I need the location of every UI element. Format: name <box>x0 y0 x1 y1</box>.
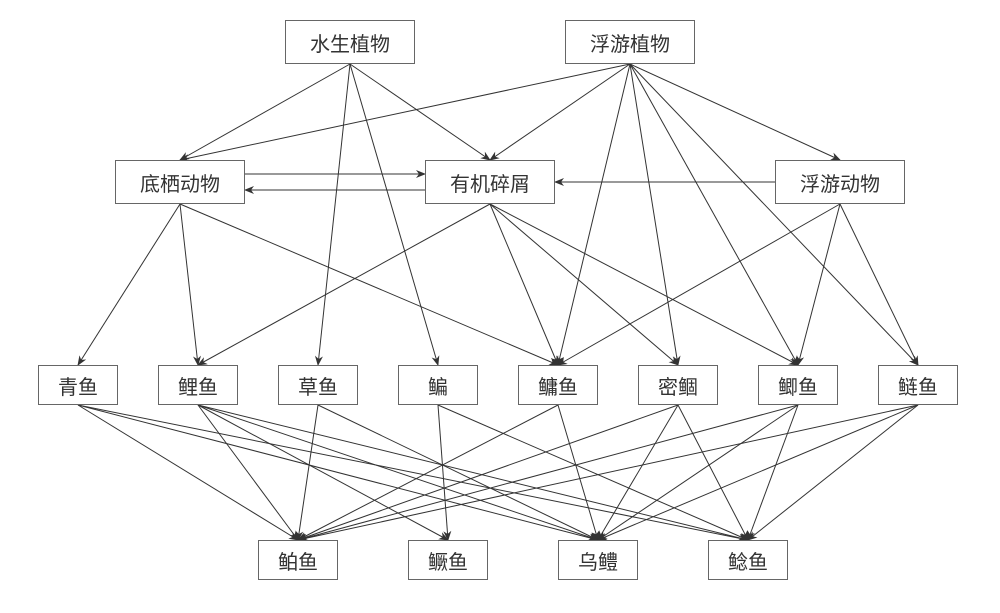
node-snakehead: 乌鳢 <box>558 540 638 580</box>
node-mandarin_fish: 鳜鱼 <box>408 540 488 580</box>
edge-phytoplankton-to-silver_carp <box>630 64 918 365</box>
edge-zooplankton-to-silver_carp <box>840 204 918 365</box>
node-black_carp: 青鱼 <box>38 365 118 405</box>
edge-grass_carp-to-snakehead <box>318 405 598 540</box>
edge-phytoplankton-to-detritus <box>490 64 630 160</box>
edge-black_carp-to-culter <box>78 405 298 540</box>
edge-layer <box>0 0 1000 613</box>
edge-silver_carp-to-snakehead <box>598 405 918 540</box>
node-bream: 鳊 <box>398 365 478 405</box>
edge-zooplankton-to-crucian_carp <box>798 204 840 365</box>
edge-silver_carp-to-catfish <box>748 405 918 540</box>
edge-detritus-to-bighead_carp <box>490 204 558 365</box>
edge-detritus-to-common_carp <box>198 204 490 365</box>
node-zooplankton: 浮游动物 <box>775 160 905 204</box>
node-bighead_carp: 鳙鱼 <box>518 365 598 405</box>
edge-phytoplankton-to-crucian_carp <box>630 64 798 365</box>
edge-black_carp-to-snakehead <box>78 405 598 540</box>
edge-phytoplankton-to-benthos <box>180 64 630 160</box>
node-aquatic_plants: 水生植物 <box>285 20 415 64</box>
edge-crucian_carp-to-snakehead <box>598 405 798 540</box>
edge-bighead_carp-to-culter <box>298 405 558 540</box>
node-phytoplankton: 浮游植物 <box>565 20 695 64</box>
edge-common_carp-to-catfish <box>198 405 748 540</box>
edge-common_carp-to-mandarin_fish <box>198 405 448 540</box>
edge-bighead_carp-to-snakehead <box>558 405 598 540</box>
node-common_carp: 鲤鱼 <box>158 365 238 405</box>
edge-grass_carp-to-culter <box>298 405 318 540</box>
node-grass_carp: 草鱼 <box>278 365 358 405</box>
edge-xenocypris-to-culter <box>298 405 678 540</box>
edge-phytoplankton-to-bighead_carp <box>558 64 630 365</box>
edge-crucian_carp-to-culter <box>298 405 798 540</box>
edge-benthos-to-common_carp <box>180 204 198 365</box>
edge-detritus-to-xenocypris <box>490 204 678 365</box>
edge-benthos-to-black_carp <box>78 204 180 365</box>
node-benthos: 底栖动物 <box>115 160 245 204</box>
edge-detritus-to-crucian_carp <box>490 204 798 365</box>
edge-aquatic_plants-to-benthos <box>180 64 350 160</box>
node-catfish: 鲶鱼 <box>708 540 788 580</box>
edge-xenocypris-to-catfish <box>678 405 748 540</box>
edge-silver_carp-to-culter <box>298 405 918 540</box>
edge-crucian_carp-to-catfish <box>748 405 798 540</box>
node-silver_carp: 鲢鱼 <box>878 365 958 405</box>
edge-benthos-to-bighead_carp <box>180 204 558 365</box>
node-culter: 鲌鱼 <box>258 540 338 580</box>
food-web-diagram: 水生植物 浮游植物底栖动物 有机碎屑 浮游动物青鱼鲤鱼草鱼鳊鳙鱼密鲴鲫鱼鲢鱼鲌鱼 鳜鱼 乌… <box>0 0 1000 613</box>
edge-xenocypris-to-snakehead <box>598 405 678 540</box>
edge-common_carp-to-snakehead <box>198 405 598 540</box>
edge-aquatic_plants-to-bream <box>350 64 438 365</box>
edge-bream-to-mandarin_fish <box>438 405 448 540</box>
edge-phytoplankton-to-xenocypris <box>630 64 678 365</box>
edge-phytoplankton-to-zooplankton <box>630 64 840 160</box>
edge-zooplankton-to-bighead_carp <box>558 204 840 365</box>
edge-aquatic_plants-to-grass_carp <box>318 64 350 365</box>
edge-black_carp-to-catfish <box>78 405 748 540</box>
edge-common_carp-to-culter <box>198 405 298 540</box>
node-xenocypris: 密鲴 <box>638 365 718 405</box>
node-crucian_carp: 鲫鱼 <box>758 365 838 405</box>
edge-aquatic_plants-to-detritus <box>350 64 490 160</box>
node-detritus: 有机碎屑 <box>425 160 555 204</box>
edge-bream-to-catfish <box>438 405 748 540</box>
